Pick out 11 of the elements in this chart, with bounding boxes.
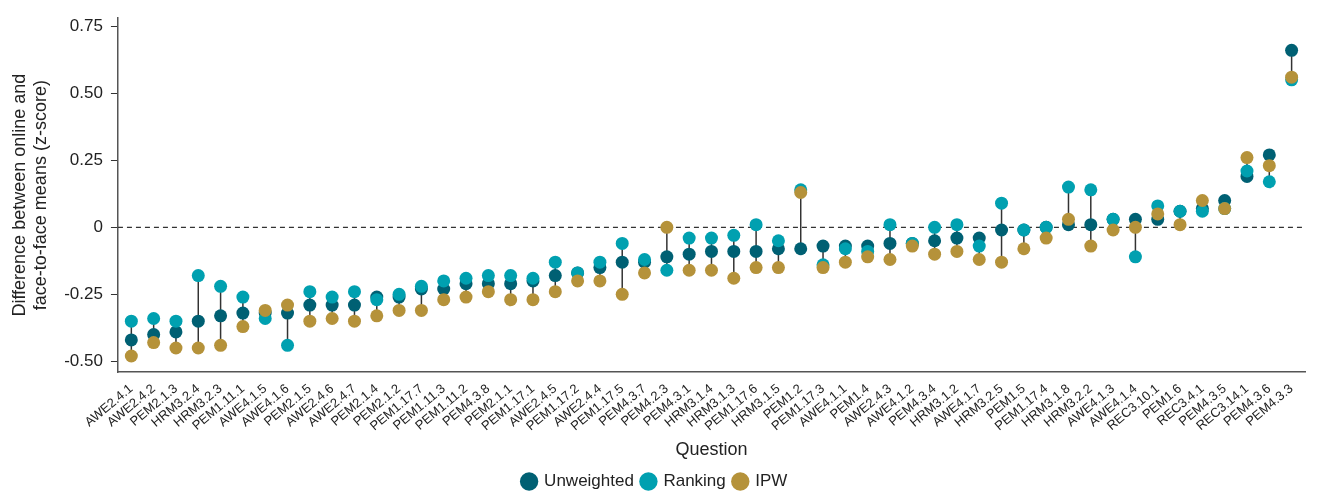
y-tick-label: -0.25 [64, 284, 103, 304]
legend-label: Ranking [663, 471, 726, 491]
y-tick-label: 0.25 [69, 149, 103, 169]
y-tick-label: 0.75 [69, 15, 103, 35]
y-tick-label: 0 [93, 217, 103, 237]
y-axis-title: Difference between online and face-to-face means (z-score) [8, 73, 51, 317]
x-axis-title: Question [675, 439, 748, 460]
legend-label: IPW [755, 471, 788, 491]
legend-label: Unweighted [544, 471, 634, 491]
y-tick-label: -0.50 [64, 351, 103, 371]
y-tick-label: 0.50 [69, 82, 103, 102]
